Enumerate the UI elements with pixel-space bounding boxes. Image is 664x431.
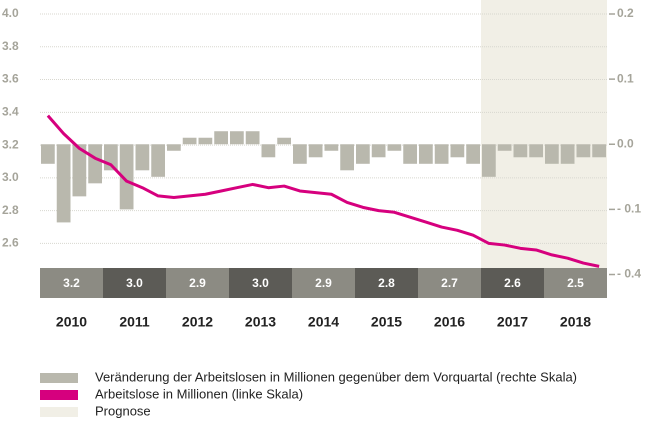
y-tick-label: 3.8 [2,39,19,53]
annual-box [229,268,292,298]
annual-label: 2.9 [315,276,332,290]
bar [450,144,465,158]
bar [545,144,559,164]
bar [497,144,512,151]
bar [529,144,543,158]
y-tick-label: 3.2 [2,137,19,151]
legend-swatch [40,407,78,417]
year-label: 2016 [434,314,465,330]
year-label: 2010 [56,314,87,330]
annual-label: 2.5 [567,276,584,290]
annual-box [166,268,229,298]
bar [88,144,102,184]
legend-label: Arbeitslose in Millionen (linke Skala) [95,386,303,401]
bar [576,144,591,158]
y2-tick-label: 0.2 [617,6,634,20]
annual-box [103,268,166,298]
y2-tick-label: - 0.4 [617,267,641,281]
legend-label: Veränderung der Arbeitslosen in Millione… [95,369,577,384]
year-label: 2013 [245,314,276,330]
bar [482,144,496,177]
y-tick-label: 4.0 [2,6,19,20]
legend-swatch [40,373,78,383]
y2-tick-label: - 0.1 [617,202,641,216]
bar [403,144,417,164]
bar [230,131,244,145]
bar [466,144,480,164]
bar [72,144,87,197]
bar [56,144,71,223]
legend-swatch [40,390,78,400]
bar [119,144,134,210]
bar [419,144,433,164]
bar [182,137,197,145]
y-tick-label: 3.6 [2,72,19,86]
annual-box [481,268,544,298]
annual-box [355,268,418,298]
bar [277,137,291,145]
annual-label: 3.0 [252,276,269,290]
annual-box [40,268,103,298]
bar [387,144,402,151]
bar [371,144,386,158]
bar [167,144,181,151]
bar [356,144,370,164]
annual-label: 3.2 [63,276,80,290]
year-label: 2014 [308,314,339,330]
annual-box [418,268,481,298]
y-tick-label: 3.0 [2,170,19,184]
annual-label: 2.8 [378,276,395,290]
forecast-region [481,0,607,268]
bar [41,144,55,164]
y2-tick-label: 0.0 [617,136,634,150]
year-label: 2012 [182,314,213,330]
bar [245,131,260,145]
annual-label: 3.0 [126,276,143,290]
bar [592,144,606,158]
annual-label: 2.6 [504,276,521,290]
bar [135,144,150,171]
bar [261,144,276,158]
year-label: 2011 [119,314,150,330]
bar [434,144,449,164]
legend-label: Prognose [95,403,151,418]
bar [513,144,528,158]
y2-tick-label: 0.1 [617,71,634,85]
bar [324,144,339,151]
year-label: 2017 [497,314,528,330]
y-tick-label: 2.6 [2,236,19,250]
bar [293,144,307,164]
bar [214,131,228,145]
year-label: 2018 [560,314,591,330]
bar [560,144,575,164]
annual-label: 2.7 [441,276,458,290]
bar [340,144,354,171]
annual-box [292,268,355,298]
annual-box [544,268,607,298]
annual-label: 2.9 [189,276,206,290]
bar [198,137,213,145]
line [46,114,600,268]
bar [151,144,165,177]
bar [308,144,323,158]
y-tick-label: 2.8 [2,203,19,217]
y-tick-label: 3.4 [2,104,19,118]
year-label: 2015 [371,314,402,330]
